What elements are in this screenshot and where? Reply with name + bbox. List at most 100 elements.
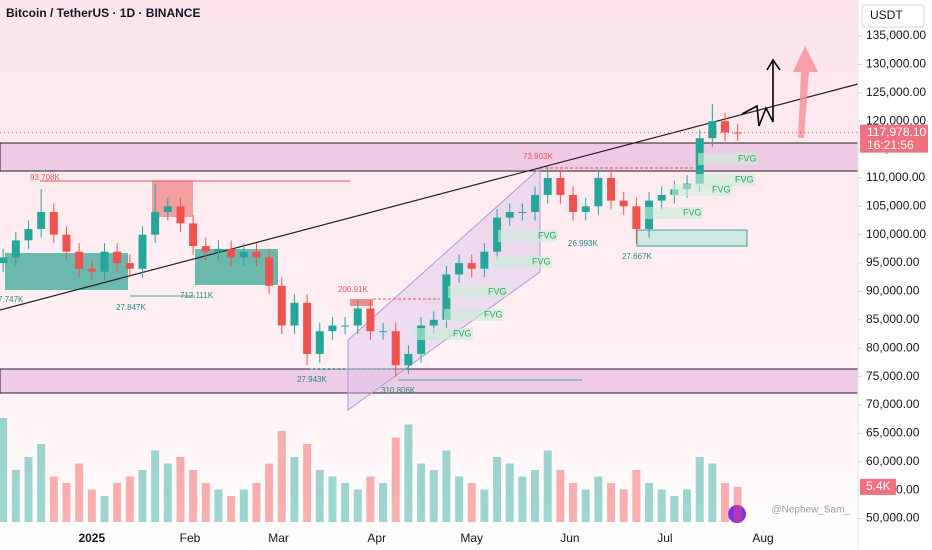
x-tick-label: Jul (657, 531, 672, 545)
fvg-label: FVG (538, 230, 557, 240)
volume-bar (366, 476, 375, 522)
volume-bar (138, 470, 147, 522)
fvg-label: FVG (735, 174, 754, 184)
candle-body (113, 251, 122, 264)
volume-bar (277, 431, 286, 522)
x-tick-label: Jun (560, 531, 579, 545)
candle-body (493, 217, 502, 252)
level-label: 27.667K (622, 252, 652, 261)
candle-body (252, 251, 261, 258)
level-label: 310.806K (381, 386, 416, 395)
candle-body (201, 246, 210, 252)
fvg-label: FVG (484, 309, 503, 319)
volume-bar (214, 489, 223, 522)
candle-body (594, 177, 603, 207)
candle-body (62, 234, 71, 252)
fvg-box (444, 309, 504, 321)
y-tick-label: 90,000.00 (866, 284, 920, 298)
volume-bar (290, 457, 299, 522)
volume-bar (252, 483, 261, 522)
volume-bar (24, 457, 33, 522)
candle-body (151, 211, 160, 235)
volume-bar (619, 489, 628, 522)
candle-body (569, 194, 578, 212)
logo (728, 505, 746, 523)
x-tick-label: May (460, 531, 483, 545)
volume-bar (227, 496, 236, 522)
volume-bar (493, 457, 502, 522)
fvg-label: FVG (712, 184, 731, 194)
candle-body (49, 211, 58, 235)
support-zone (0, 368, 859, 394)
volume-bar (303, 444, 312, 522)
level-label: 93.708K (30, 173, 60, 182)
y-tick-label: 75,000.00 (866, 369, 920, 383)
x-tick-label: Feb (180, 531, 201, 545)
volume-bar (670, 496, 679, 522)
candle-body (708, 121, 717, 139)
fvg-box (413, 328, 473, 340)
price-tag (860, 124, 928, 153)
volume-bar (505, 463, 514, 522)
candle-body (303, 302, 312, 354)
candle-body (189, 223, 198, 247)
plot-background (0, 0, 858, 550)
y-tick-label: 60,000.00 (866, 454, 920, 468)
fvg-box (498, 230, 558, 242)
volume-bar (417, 463, 426, 522)
volume-bar (37, 444, 46, 522)
volume-bar (49, 476, 58, 522)
price-tag-label: 117,978.10 (867, 125, 926, 139)
volume-bar (531, 470, 540, 522)
candle-body (632, 206, 641, 230)
volume-bar (201, 483, 210, 522)
chart-title: Bitcoin / TetherUS · 1D · BINANCE (6, 6, 200, 20)
y-tick-label: 110,000.00 (866, 170, 925, 184)
candle-body (87, 268, 96, 272)
candle-body (75, 251, 84, 269)
candle-body (404, 353, 413, 366)
x-tick-label: Mar (268, 531, 289, 545)
candle-body (581, 206, 590, 212)
candle-body (607, 177, 616, 201)
candle-body (239, 251, 248, 258)
candle-body (543, 177, 552, 195)
y-tick-label: 85,000.00 (866, 312, 920, 326)
currency-box[interactable] (861, 4, 925, 28)
y-tick-label: 130,000.00 (866, 57, 926, 71)
axis-background (858, 0, 932, 550)
volume-bar (733, 486, 742, 522)
candle-body (518, 211, 527, 213)
level-label: 200.91K (338, 285, 368, 294)
volume-bar (467, 483, 476, 522)
volume-bar (708, 463, 717, 522)
volume-bar (328, 476, 337, 522)
volume-bar (125, 476, 134, 522)
y-tick-label: 80,000.00 (866, 340, 920, 354)
volume-tag (860, 478, 896, 495)
x-tick-label: Aug (752, 531, 773, 545)
level-label: 27.943K (297, 375, 327, 384)
volume-bar (607, 483, 616, 522)
candle-body (290, 302, 299, 326)
volume-bar (569, 483, 578, 522)
y-tick-label: 100,000.00 (866, 227, 926, 241)
candle-body (657, 194, 666, 201)
candle-body (37, 211, 46, 230)
fvg-label: FVG (738, 153, 757, 163)
volume-bar (163, 463, 172, 522)
fvg-box (672, 184, 732, 196)
volume-bar (11, 470, 20, 522)
volume-bar (404, 424, 413, 522)
candle-body (733, 132, 742, 134)
candle-body (11, 240, 20, 258)
candle-body (480, 251, 489, 269)
fvg-box (448, 286, 508, 298)
volume-bar (189, 470, 198, 522)
fvg-label: FVG (532, 256, 551, 266)
volume-bar (87, 489, 96, 522)
volume-bar (0, 418, 8, 522)
candle-body (341, 325, 350, 327)
level-label: 7.747K (0, 295, 24, 304)
